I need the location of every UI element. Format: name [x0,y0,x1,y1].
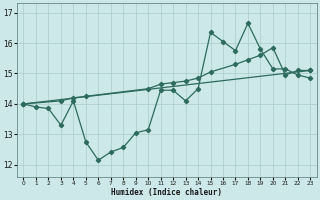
X-axis label: Humidex (Indice chaleur): Humidex (Indice chaleur) [111,188,222,197]
